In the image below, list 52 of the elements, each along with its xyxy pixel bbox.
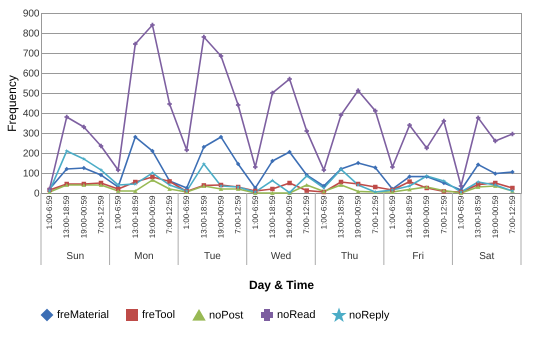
legend-label: freTool bbox=[142, 309, 176, 321]
text: Sat bbox=[479, 251, 494, 262]
text: Wed bbox=[270, 251, 292, 262]
x-tick-label: 7:00-12:59 bbox=[96, 194, 106, 234]
legend-label: freMaterial bbox=[57, 309, 109, 321]
text: Thu bbox=[340, 251, 358, 262]
x-tick-label: 19:00-00:59 bbox=[148, 194, 157, 238]
x-tick-label: 13:00-18:59 bbox=[474, 194, 483, 238]
x-tick-label: 19:00-00:59 bbox=[285, 194, 294, 238]
x-tick-label: 7:00-12:59 bbox=[165, 194, 174, 234]
y-tick-label: 700 bbox=[22, 48, 40, 60]
x-tick-label: 7:00-12:59 bbox=[508, 194, 517, 234]
y-tick-label: 600 bbox=[22, 68, 40, 80]
x-tick-label: 13:00-18:59 bbox=[62, 194, 72, 238]
y-axis-title: Frequency bbox=[4, 75, 19, 132]
y-tick-label: 500 bbox=[22, 88, 40, 100]
x-tick-label: 13:00-18:59 bbox=[130, 194, 140, 238]
x-tick-label: 13:00-18:59 bbox=[336, 194, 346, 238]
x-tick-label: 19:00-00:59 bbox=[422, 194, 432, 238]
x-tick-label: 13:00-18:59 bbox=[405, 194, 414, 238]
y-tick-label: 800 bbox=[22, 28, 40, 40]
text: Mon bbox=[134, 251, 154, 262]
legend-label: noPost bbox=[209, 309, 244, 322]
y-tick-label: 300 bbox=[22, 128, 40, 140]
x-tick-label: 1:00-6:59 bbox=[114, 194, 123, 230]
x-tick-label: 19:00-00:59 bbox=[354, 194, 363, 238]
x-tick-label: 7:00-12:59 bbox=[302, 194, 312, 234]
x-tick-label: 19:00-00:59 bbox=[490, 194, 500, 238]
text: Sun bbox=[66, 251, 84, 262]
y-tick-label: 200 bbox=[22, 148, 40, 160]
y-tick-label: 400 bbox=[22, 108, 40, 120]
x-axis-title: Day & Time bbox=[248, 278, 314, 292]
text: Fri bbox=[412, 251, 424, 262]
x-tick-label: 7:00-12:59 bbox=[234, 194, 243, 234]
x-tick-label: 13:00-18:59 bbox=[199, 194, 208, 238]
x-tick-label: 13:00-18:59 bbox=[268, 194, 277, 238]
legend-label: noRead bbox=[277, 309, 316, 321]
x-tick-label: 1:00-6:59 bbox=[182, 194, 192, 230]
x-tick-label: 1:00-6:59 bbox=[45, 194, 54, 230]
x-tick-label: 1:00-6:59 bbox=[319, 194, 328, 230]
y-tick-label: 0 bbox=[34, 188, 40, 200]
x-tick-label: 1:00-6:59 bbox=[456, 194, 466, 230]
x-tick-label: 7:00-12:59 bbox=[439, 194, 448, 234]
x-tick-label: 1:00-6:59 bbox=[388, 194, 397, 230]
x-tick-label: 7:00-12:59 bbox=[370, 194, 380, 234]
x-tick-label: 19:00-00:59 bbox=[79, 194, 88, 238]
legend-label: noReply bbox=[349, 309, 390, 322]
y-tick-label: 100 bbox=[22, 168, 40, 180]
text: Tue bbox=[204, 251, 222, 262]
y-tick-label: 900 bbox=[22, 8, 40, 20]
x-tick-label: 1:00-6:59 bbox=[250, 194, 260, 230]
x-tick-label: 19:00-00:59 bbox=[216, 194, 226, 238]
